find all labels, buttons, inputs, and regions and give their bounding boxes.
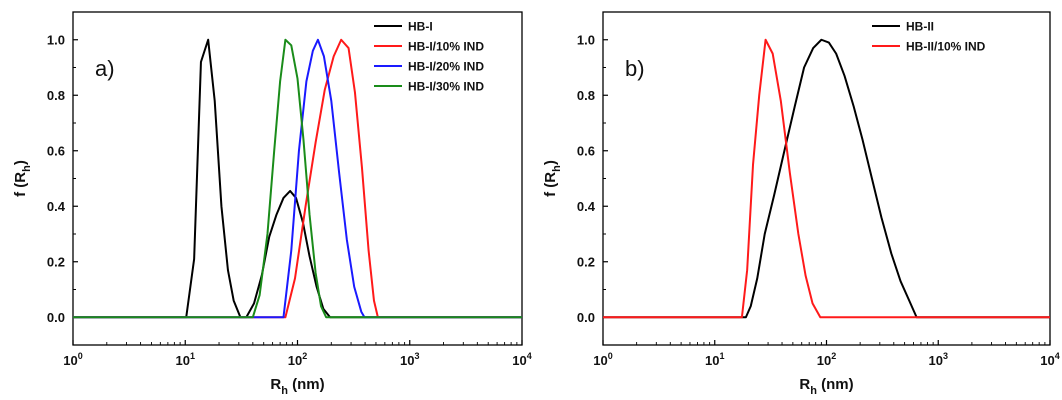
- legend-label: HB-I/10% IND: [408, 40, 484, 54]
- y-tick-label: 1.0: [47, 32, 65, 47]
- x-tick-label: 100: [63, 351, 82, 368]
- legend-label: HB-I: [408, 20, 433, 34]
- y-tick-label: 0.4: [577, 199, 596, 214]
- y-axis-title: f (Rh): [542, 160, 563, 197]
- x-tick-label: 101: [176, 351, 195, 368]
- series-line-4: [73, 38, 522, 319]
- legend-label: HB-II: [906, 20, 934, 34]
- x-axis-title: Rh (nm): [799, 376, 853, 397]
- panel-label: a): [95, 56, 115, 81]
- x-tick-label: 103: [929, 351, 948, 368]
- y-tick-label: 0.8: [577, 88, 595, 103]
- y-tick-label: 0.0: [577, 310, 595, 325]
- plot-frame: [602, 11, 1051, 346]
- panel-label: b): [625, 56, 645, 81]
- series-line-3: [73, 38, 522, 319]
- legend-label: HB-II/10% IND: [906, 40, 986, 54]
- x-tick-label: 103: [400, 351, 419, 368]
- series-line-2: [603, 38, 1050, 319]
- x-tick-label: 104: [1040, 351, 1059, 368]
- chart-panel-1: 0.0 0.2 0.4 0.6 0.8 1.0 100 101 102 103 104 Rh (nm)…: [12, 11, 532, 397]
- y-tick-label: 0.8: [47, 88, 65, 103]
- x-tick-label: 104: [512, 351, 531, 368]
- x-axis-title: Rh (nm): [270, 376, 324, 397]
- x-tick-label: 100: [593, 351, 612, 368]
- y-tick-label: 0.2: [47, 254, 65, 269]
- x-tick-label: 102: [817, 351, 836, 368]
- legend-label: HB-I/20% IND: [408, 60, 484, 74]
- y-tick-label: 0.4: [47, 199, 66, 214]
- x-tick-label: 101: [705, 351, 724, 368]
- y-tick-label: 1.0: [577, 32, 595, 47]
- x-tick-label: 102: [288, 351, 307, 368]
- y-tick-label: 0.2: [577, 254, 595, 269]
- chart-panel-2: 0.0 0.2 0.4 0.6 0.8 1.0 100 101 102 103 104 Rh (nm)…: [542, 11, 1060, 397]
- legend-label: HB-I/30% IND: [408, 80, 484, 94]
- series-line-1: [73, 38, 522, 319]
- y-tick-label: 0.6: [577, 143, 595, 158]
- y-tick-label: 0.6: [47, 143, 65, 158]
- y-tick-label: 0.0: [47, 310, 65, 325]
- series-line-1: [603, 38, 1050, 319]
- y-axis-title: f (Rh): [12, 160, 33, 197]
- series-line-2: [73, 38, 522, 319]
